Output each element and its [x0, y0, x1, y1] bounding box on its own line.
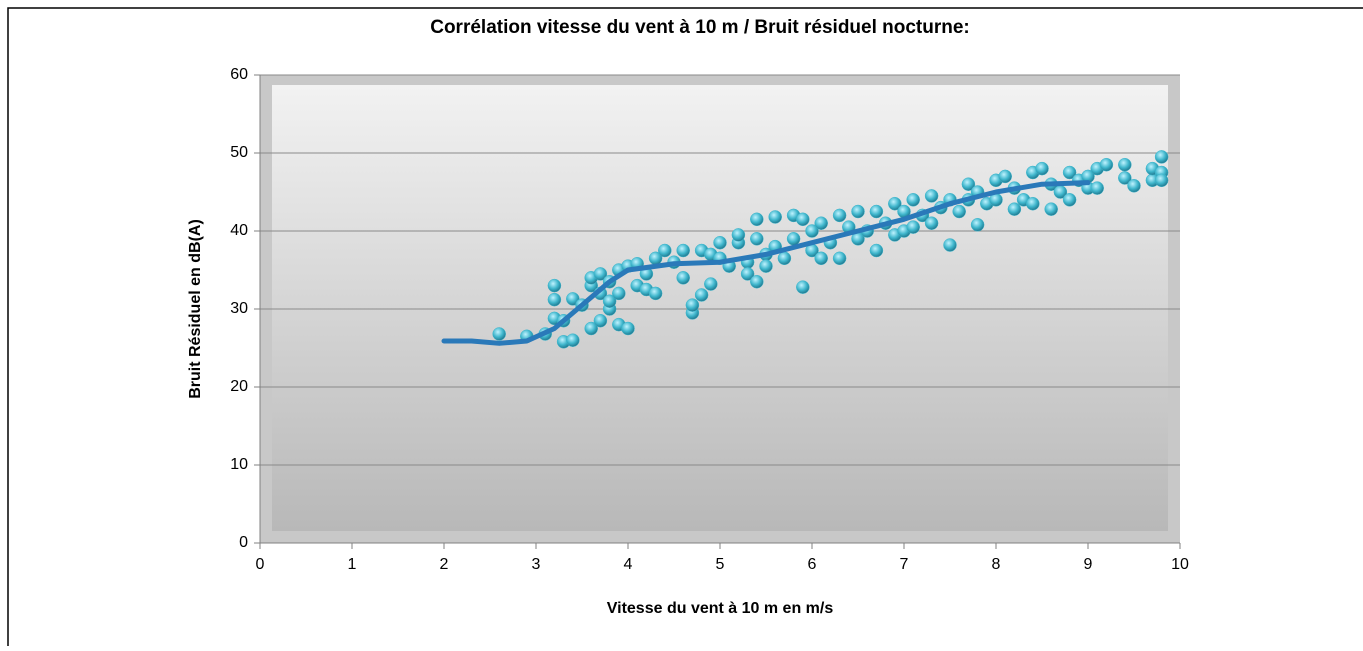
- scatter-point: [566, 333, 580, 347]
- scatter-point: [602, 294, 617, 308]
- scatter-point: [731, 228, 746, 242]
- x-tick-label: 9: [1084, 556, 1093, 573]
- scatter-point: [961, 177, 976, 191]
- scatter-point: [1062, 193, 1077, 207]
- scatter-point: [924, 216, 939, 230]
- scatter-point: [768, 210, 782, 224]
- scatter-point: [786, 232, 801, 246]
- scatter-point: [943, 238, 957, 252]
- scatter-point: [492, 327, 506, 341]
- scatter-point: [970, 218, 985, 232]
- x-tick-label: 4: [624, 556, 633, 573]
- scatter-point: [1154, 173, 1169, 188]
- scatter-point: [750, 212, 764, 227]
- y-tick-label: 40: [230, 222, 248, 239]
- chart-frame: [7, 7, 1363, 651]
- scatter-point: [1007, 202, 1022, 216]
- scatter-point: [796, 212, 810, 227]
- scatter-point: [676, 243, 690, 258]
- x-tick-label: 8: [992, 556, 1001, 573]
- scatter-point: [832, 208, 847, 223]
- grid: 0 10 20 30 40 50 60 0 1 2 3 4 5 6 7 8 9 10: [230, 66, 1189, 573]
- scatter-point: [1099, 157, 1114, 172]
- x-tick-label: 5: [716, 556, 725, 573]
- y-axis-label: Bruit Résiduel en dB(A): [187, 219, 204, 399]
- scatter-point: [584, 321, 598, 336]
- scatter-point: [814, 251, 828, 266]
- y-tick-label: 60: [230, 66, 248, 83]
- scatter-point: [869, 204, 884, 219]
- scatter-point: [750, 274, 764, 289]
- scatter-point: [814, 216, 828, 230]
- scatter-point: [612, 286, 626, 301]
- scatter-point: [547, 278, 562, 293]
- scatter-point: [1044, 202, 1058, 216]
- scatter-point: [851, 204, 865, 219]
- scatter-point: [694, 288, 709, 302]
- x-tick-label: 1: [348, 556, 357, 573]
- y-tick-label: 50: [230, 144, 248, 161]
- scatter-point: [658, 243, 672, 258]
- marks: [441, 150, 1169, 349]
- scatter-point: [1154, 150, 1169, 164]
- scatter-point: [547, 292, 562, 307]
- scatter-point: [740, 267, 755, 281]
- x-axis-label: Vitesse du vent à 10 m en m/s: [607, 600, 834, 617]
- x-tick-label: 0: [256, 556, 265, 573]
- x-tick-label: 7: [900, 556, 909, 573]
- scatter-point: [998, 169, 1012, 184]
- y-tick-label: 10: [230, 456, 248, 473]
- scatter-point: [924, 189, 939, 203]
- y-tick-label: 0: [239, 534, 248, 551]
- scatter-point: [952, 204, 966, 219]
- x-tick-label: 3: [532, 556, 541, 573]
- scatter-point: [1035, 161, 1049, 176]
- scatter-point: [906, 220, 920, 234]
- scatter-point: [1026, 196, 1040, 211]
- scatter-point: [593, 313, 608, 328]
- scatter-point: [888, 196, 902, 211]
- scatter-point: [796, 280, 810, 294]
- scatter-point: [621, 321, 635, 336]
- scatter-point: [676, 271, 690, 285]
- scatter-point: [685, 298, 700, 312]
- scatter-point: [869, 243, 884, 258]
- scatter-point: [750, 232, 764, 246]
- trend-line: [441, 180, 1091, 346]
- scatter-point: [832, 251, 847, 266]
- scatter-point: [648, 286, 663, 301]
- chart-title: Corrélation vitesse du vent à 10 m / Bru…: [430, 17, 970, 38]
- scatter-point: [1090, 181, 1104, 195]
- x-tick-label: 6: [808, 556, 817, 573]
- scatter-point: [1118, 171, 1132, 185]
- scatter-point: [1127, 179, 1141, 193]
- scatter-point: [593, 267, 608, 281]
- y-tick-label: 30: [230, 300, 248, 317]
- y-tick-label: 20: [230, 378, 248, 395]
- scatter-point: [759, 259, 773, 273]
- x-tick-label: 2: [440, 556, 449, 573]
- scatter-point: [704, 277, 718, 291]
- scatter-point: [777, 251, 792, 266]
- scatter-point: [1062, 165, 1077, 180]
- scatter-point: [713, 235, 727, 250]
- plot-area: [272, 85, 1168, 531]
- x-tick-label: 10: [1171, 556, 1189, 573]
- scatter-point: [1118, 157, 1132, 172]
- scatter-point: [805, 224, 819, 238]
- scatter-point: [906, 193, 920, 207]
